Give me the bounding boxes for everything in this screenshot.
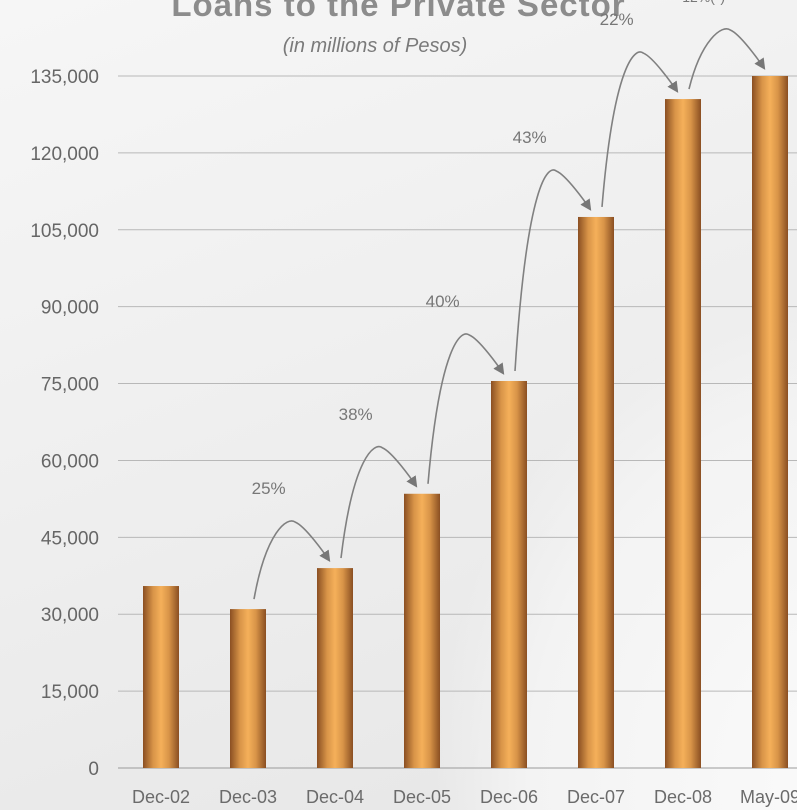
bar-dec-06	[491, 380, 527, 768]
y-tick-label: 75,000	[41, 375, 99, 396]
growth-arrow	[688, 28, 766, 90]
bar-dec-04	[317, 568, 353, 768]
chart-title: Loans to the Private Sector	[171, 0, 626, 23]
growth-label: 12%(*)	[682, 0, 725, 5]
y-tick-label: 135,000	[30, 67, 99, 88]
y-tick-label: 105,000	[30, 221, 99, 242]
growth-label: 25%	[252, 479, 286, 498]
bars	[143, 76, 788, 769]
growth-arrow	[427, 333, 505, 484]
x-tick-label: Dec-04	[306, 787, 364, 807]
y-tick-label: 30,000	[41, 605, 99, 626]
y-tick-label: 0	[88, 759, 99, 780]
x-tick-label: May-09	[740, 787, 797, 807]
y-tick-label: 15,000	[41, 682, 99, 703]
growth-arrow	[514, 169, 592, 372]
growth-annotations: 25% 38% 40% 43% 22% 12%(*)	[252, 0, 766, 600]
growth-label: 22%	[600, 10, 634, 29]
bar-dec-03	[230, 609, 266, 768]
x-tick-label: Dec-08	[654, 787, 712, 807]
x-axis-ticks: Dec-02 Dec-03 Dec-04 Dec-05 Dec-06 Dec-07 Dec-…	[132, 787, 797, 807]
bar-dec-05	[404, 493, 440, 768]
bar-dec-08	[665, 99, 701, 769]
chart-subtitle: (in millions of Pesos)	[282, 35, 468, 57]
growth-label: 40%	[426, 292, 460, 311]
y-tick-label: 45,000	[41, 528, 99, 549]
y-tick-label: 90,000	[41, 298, 99, 319]
x-tick-label: Dec-02	[132, 787, 190, 807]
growth-label: 38%	[339, 405, 373, 424]
growth-arrow	[601, 51, 679, 208]
x-tick-label: Dec-06	[480, 787, 538, 807]
y-axis-ticks: 0 15,000 30,000 45,000 60,000 75,000 90,000 105…	[30, 67, 99, 780]
bar-dec-02	[143, 586, 179, 768]
x-tick-label: Dec-05	[393, 787, 451, 807]
growth-arrow	[340, 445, 418, 559]
x-tick-label: Dec-07	[567, 787, 625, 807]
x-tick-label: Dec-03	[219, 787, 277, 807]
y-tick-label: 120,000	[30, 144, 99, 165]
y-tick-label: 60,000	[41, 451, 99, 472]
growth-arrow	[253, 520, 331, 600]
growth-label: 43%	[513, 128, 547, 147]
bar-may-09	[752, 76, 788, 768]
bar-dec-07	[578, 216, 614, 769]
